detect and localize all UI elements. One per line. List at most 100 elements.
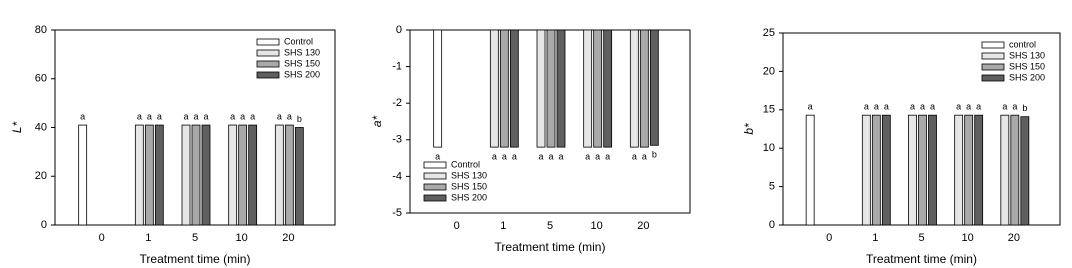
significance-letter: a	[632, 151, 637, 161]
x-tick-label: 1	[145, 232, 151, 244]
significance-letter: a	[966, 102, 971, 112]
bar	[191, 124, 201, 226]
legend-label: SHS 130	[284, 47, 320, 57]
significance-letter: a	[193, 111, 198, 121]
bar	[499, 29, 509, 148]
bar	[201, 124, 211, 226]
bar	[181, 124, 191, 226]
y-tick-label: 80	[35, 24, 47, 36]
bar	[918, 114, 927, 226]
significance-letter: a	[435, 151, 440, 161]
y-tick-label: -1	[392, 61, 402, 73]
significance-letter: a	[605, 151, 610, 161]
significance-letter: a	[512, 151, 517, 161]
bar	[433, 29, 443, 148]
significance-letter: a	[1012, 102, 1017, 112]
bar	[536, 29, 546, 148]
y-tick-label: 5	[769, 181, 775, 193]
significance-letter: a	[976, 102, 981, 112]
x-tick-label: 5	[918, 232, 924, 244]
y-tick-label: 25	[763, 27, 775, 39]
significance-letter: a	[147, 111, 152, 121]
bar	[639, 29, 649, 148]
bar	[78, 124, 88, 226]
legend-label: SHS 200	[451, 192, 487, 202]
x-tick-label: 20	[282, 232, 294, 244]
legend-swatch	[981, 74, 1005, 82]
y-tick-label: 0	[41, 219, 47, 231]
significance-letter: b	[1022, 103, 1027, 113]
bar	[861, 114, 871, 226]
legend-label: SHS 200	[284, 69, 320, 79]
significance-letter: a	[277, 111, 282, 121]
significance-letter: a	[183, 111, 188, 121]
legend-label: SHS 130	[1009, 50, 1045, 60]
legend-swatch	[981, 63, 1005, 71]
legend-label: SHS 150	[451, 181, 487, 191]
y-axis-title: a*	[370, 115, 384, 127]
bar	[274, 124, 284, 226]
y-tick-label: 20	[35, 170, 47, 182]
x-tick-label: 20	[637, 220, 649, 232]
bar	[144, 124, 154, 226]
x-axis-title: Treatment time (min)	[866, 252, 977, 266]
y-tick-label: 40	[35, 121, 47, 133]
legend-swatch	[256, 38, 280, 46]
bar	[1010, 114, 1020, 226]
legend-swatch	[423, 183, 447, 191]
bar	[1020, 116, 1030, 226]
significance-letter: a	[137, 111, 142, 121]
significance-letter: a	[492, 151, 497, 161]
bar	[248, 124, 258, 226]
legend-label: SHS 200	[1009, 72, 1045, 82]
significance-letter: a	[240, 111, 245, 121]
y-tick-label: -4	[392, 170, 402, 182]
x-tick-label: 5	[547, 220, 553, 232]
legend-label: SHS 130	[451, 170, 487, 180]
y-axis-title: L*	[10, 121, 24, 133]
x-tick-label: 10	[962, 232, 974, 244]
legend-label: control	[1009, 39, 1036, 49]
significance-letter: a	[585, 151, 590, 161]
bar	[629, 29, 639, 148]
legend-swatch	[256, 60, 280, 68]
bar	[546, 29, 556, 148]
bar	[489, 29, 499, 148]
y-tick-label: -2	[392, 97, 402, 109]
bar	[1000, 114, 1010, 226]
bar	[603, 29, 613, 148]
bar	[154, 124, 164, 226]
significance-letter: a	[874, 102, 879, 112]
bar	[509, 29, 519, 148]
bar	[928, 114, 937, 226]
significance-letter: a	[910, 102, 915, 112]
legend-swatch	[423, 161, 447, 169]
significance-letter: a	[80, 111, 85, 121]
y-tick-label: 0	[396, 24, 402, 36]
y-tick-label: 10	[763, 142, 775, 154]
bar	[881, 114, 891, 226]
significance-letter: a	[920, 102, 925, 112]
x-tick-label: 5	[192, 232, 198, 244]
significance-letter: a	[595, 151, 600, 161]
bar	[974, 114, 984, 226]
legend-swatch	[423, 194, 447, 202]
legend-label: SHS 150	[1009, 61, 1045, 71]
significance-letter: a	[884, 102, 889, 112]
significance-letter: a	[538, 151, 543, 161]
bar	[228, 124, 238, 226]
bar	[908, 114, 917, 226]
bar	[134, 124, 144, 226]
significance-letter: a	[930, 102, 935, 112]
bar	[583, 29, 593, 148]
y-tick-label: 20	[763, 65, 775, 77]
y-tick-label: -5	[392, 207, 402, 219]
y-axis-title: b*	[742, 123, 756, 135]
chart: 0 -1 -2 -3 -4 -5 0 1 5 10 20 Treatment time (min) a*…	[370, 24, 691, 254]
legend-label: SHS 150	[284, 58, 320, 68]
x-axis-title: Treatment time (min)	[140, 252, 251, 266]
legend-label: Control	[451, 159, 480, 169]
